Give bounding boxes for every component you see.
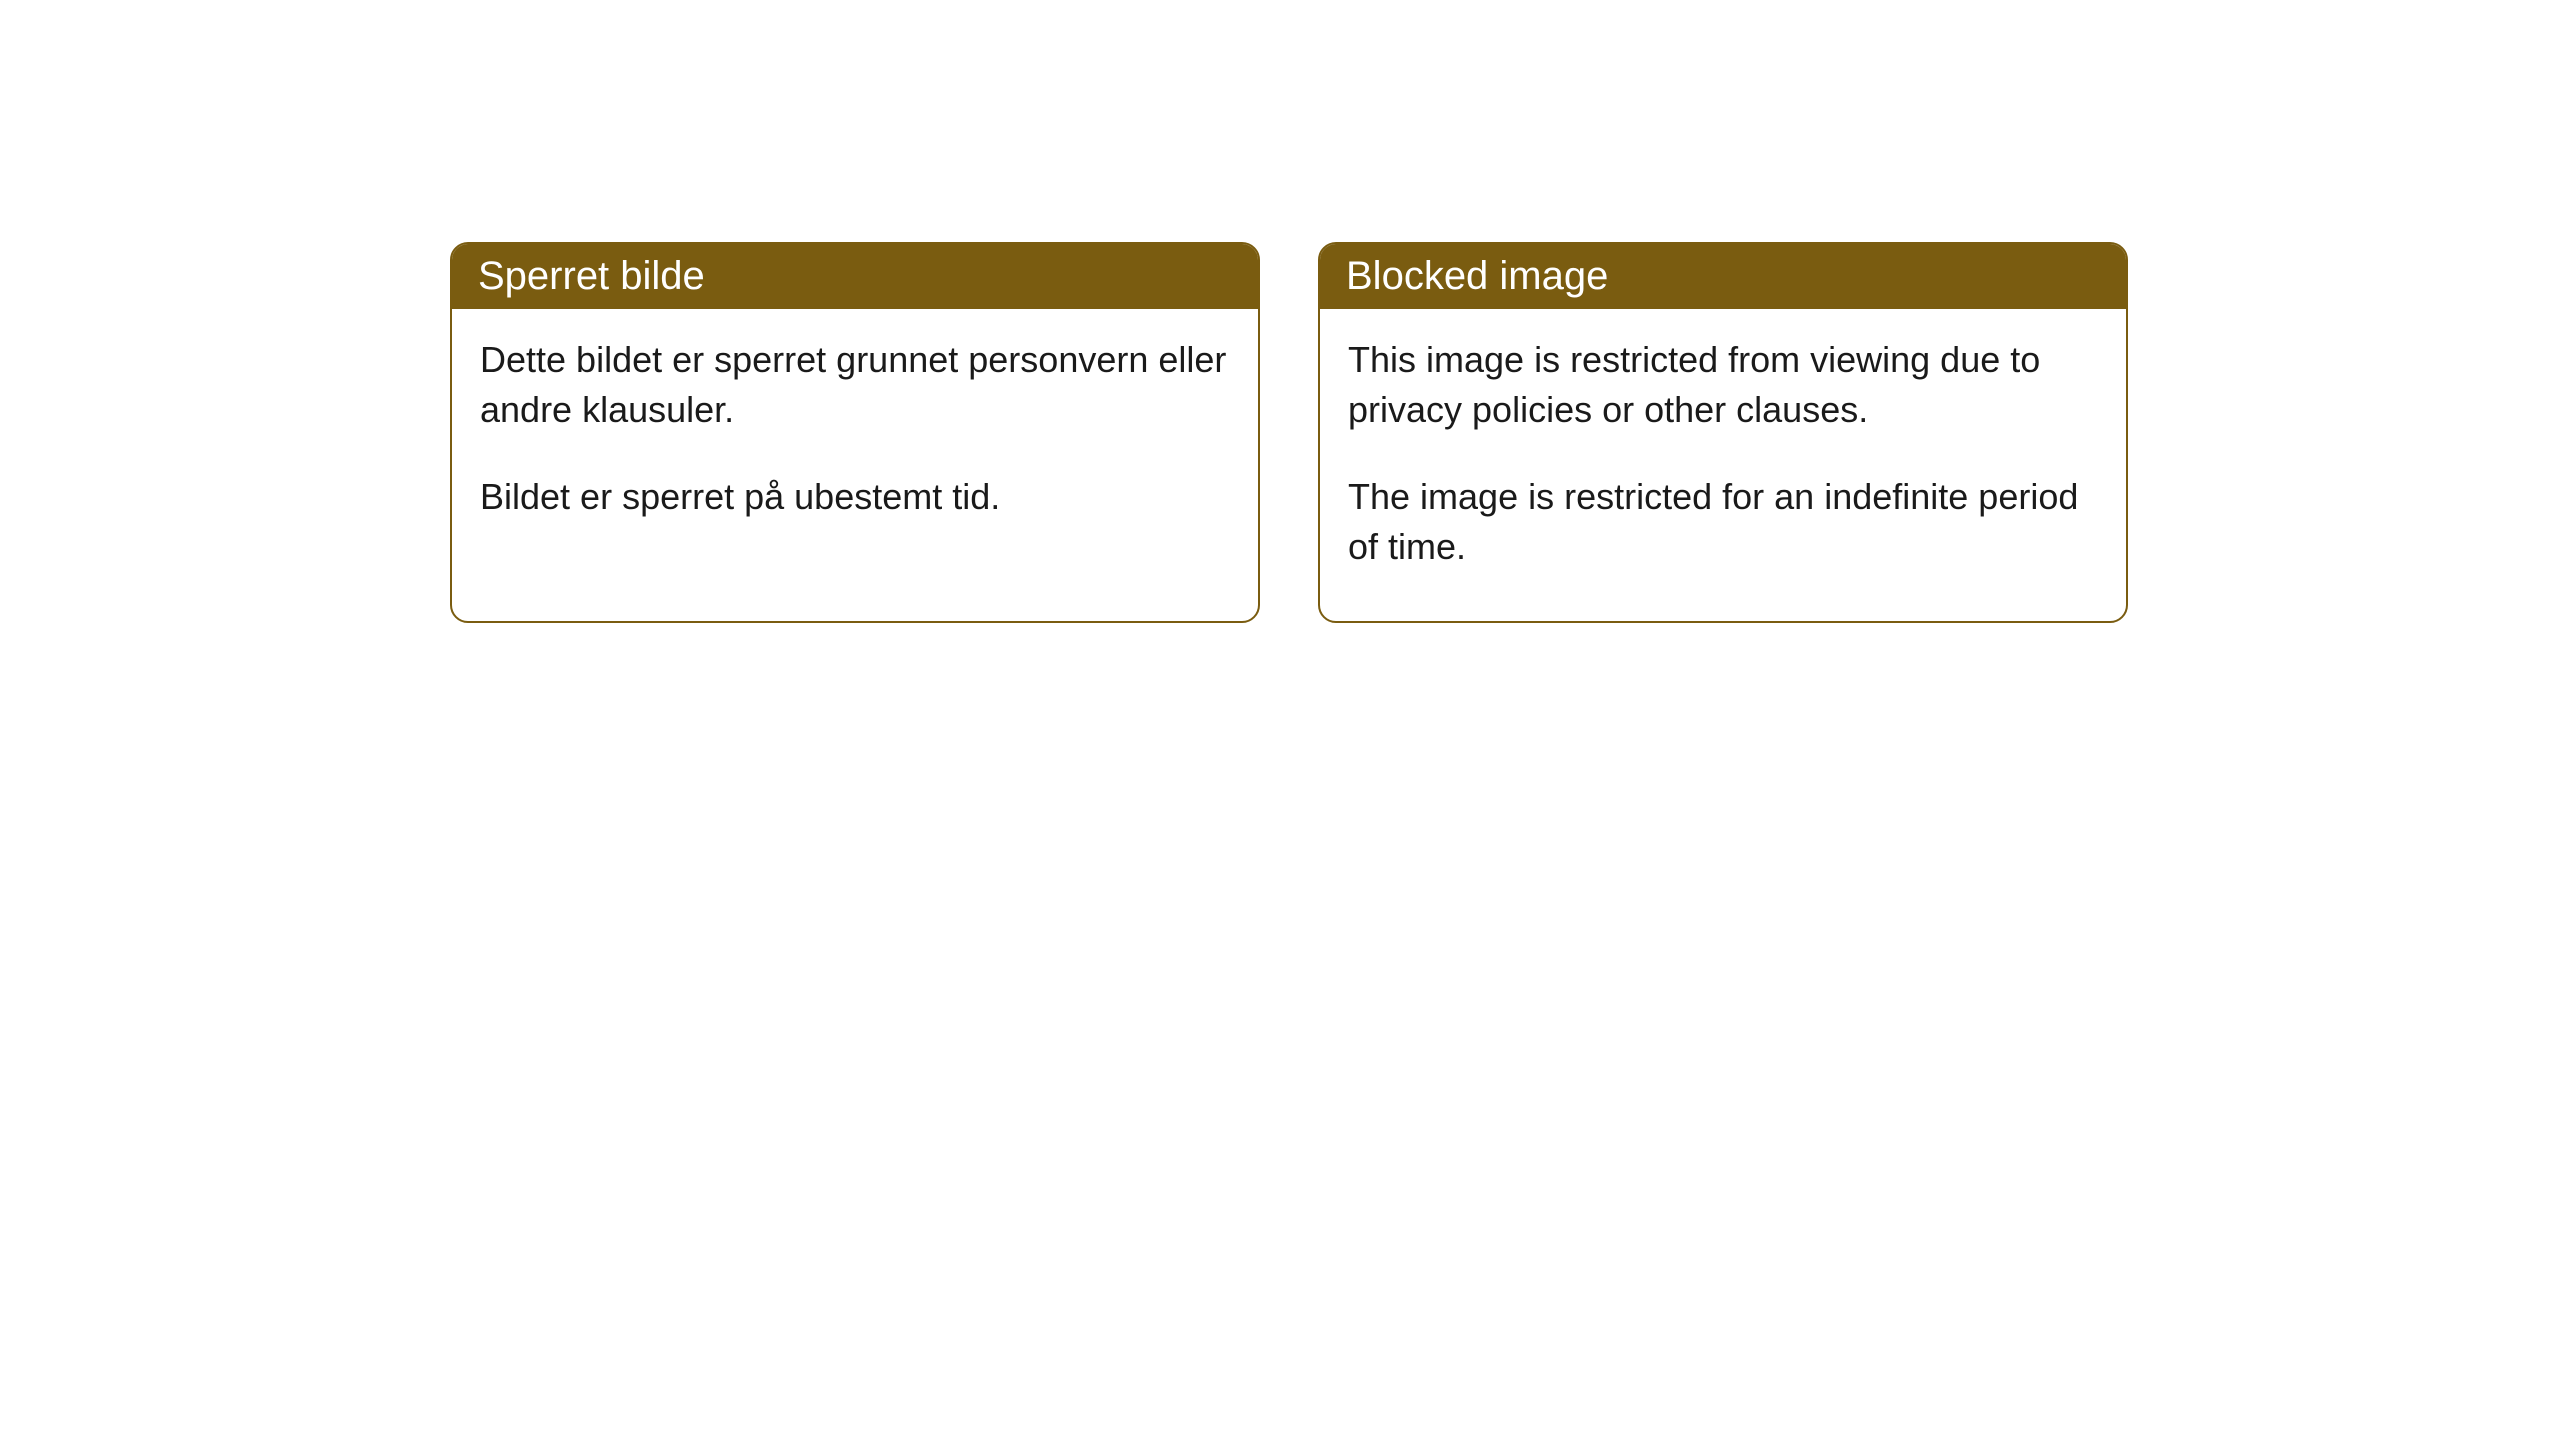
card-header: Sperret bilde: [452, 244, 1258, 309]
card-body: This image is restricted from viewing du…: [1320, 309, 2126, 621]
card-paragraph: Dette bildet er sperret grunnet personve…: [480, 335, 1230, 436]
card-title: Sperret bilde: [478, 254, 705, 298]
card-title: Blocked image: [1346, 254, 1608, 298]
card-paragraph: This image is restricted from viewing du…: [1348, 335, 2098, 436]
card-body: Dette bildet er sperret grunnet personve…: [452, 309, 1258, 570]
card-paragraph: The image is restricted for an indefinit…: [1348, 472, 2098, 573]
card-paragraph: Bildet er sperret på ubestemt tid.: [480, 472, 1230, 522]
card-header: Blocked image: [1320, 244, 2126, 309]
notification-cards-container: Sperret bilde Dette bildet er sperret gr…: [450, 242, 2128, 623]
blocked-image-card-english: Blocked image This image is restricted f…: [1318, 242, 2128, 623]
blocked-image-card-norwegian: Sperret bilde Dette bildet er sperret gr…: [450, 242, 1260, 623]
